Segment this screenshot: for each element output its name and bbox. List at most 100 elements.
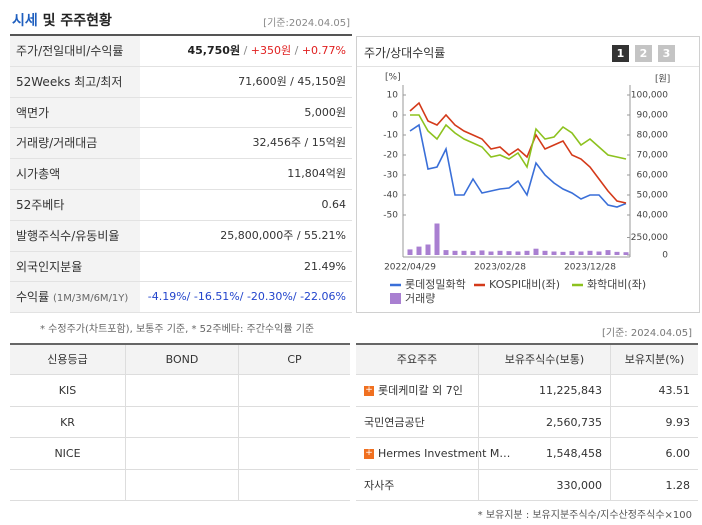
period-button[interactable]: 1 [612,45,629,62]
period-button[interactable]: 3 [658,45,675,62]
row-label: 52주베타 [16,190,64,221]
table-cell: 9.93 [610,406,698,438]
label-text: 수익률 [16,290,50,305]
table-cell: + 롯데케미칼 외 7인 [356,375,478,407]
title-accent: 시세 [12,13,38,29]
value-cell [140,221,352,252]
rule [10,34,352,36]
row-value: 11,804억원 [140,159,346,190]
cell-text: 1,548,458 [546,447,602,460]
separator: / [291,44,302,57]
row-label: 외국인지분율 [16,252,82,283]
expand-icon[interactable]: + [364,448,374,459]
label-cell [10,36,140,67]
value-text: 0.64 [321,198,347,211]
cell-text: 11,225,843 [539,384,602,397]
table-cell: 6.00 [610,438,698,470]
value-text: 11,804억원 [287,167,346,181]
table-cell [125,375,238,407]
table-top [10,343,350,345]
cell-text: 9.93 [665,415,691,429]
table-top [356,343,698,345]
row-label: 거래량/거래대금 [16,128,97,159]
table-cell: 330,000 [478,469,610,501]
row-value: 32,456주 / 15억원 [140,128,346,159]
row-value: 21.49% [140,252,346,283]
value-part: 45,750원 [187,44,241,57]
label-cell [10,251,140,283]
cell-text: 자사주 [364,478,395,492]
table-cell: 1.28 [610,469,698,501]
value-cell [140,98,352,129]
header-cell: 보유주식수(보통) [478,345,610,375]
value-cell [140,67,352,98]
table-cell [238,375,350,407]
table-cell: KR [10,407,125,438]
table-cell [125,406,238,438]
value-text: 71,600원 / 45,150원 [238,74,346,88]
table-cell: 43.51 [610,375,698,407]
row-value: 71,600원 / 45,150원 [140,67,346,98]
row-label: 발행주식수/유동비율 [16,221,119,252]
footnote: * 수정주가(차트포함), 보통주 기준, * 52주베타: 주간수익률 기준 [40,324,315,335]
value-cell [140,159,352,190]
period-button[interactable]: 2 [635,45,652,62]
label-cell [10,220,140,252]
row-value: 25,800,000주 / 55.21% [140,221,346,252]
label-text: 주가/전일대비/수익률 [16,44,124,58]
label-text: 외국인지분율 [16,259,83,274]
cell-text: 43.51 [658,384,691,397]
value-cell [140,36,352,67]
row-value: 0.64 [140,190,347,221]
chart-box [356,36,700,313]
row-label: 52Weeks 최고/최저 [16,67,122,98]
label-text: 거래량/거래대금 [16,136,98,151]
section-title: 시세 및 주주현황 [12,10,112,30]
row-value: 5,000원 [140,98,346,129]
label-cell [10,159,140,190]
row-label: 시가총액 [16,159,60,190]
label-text: 52주베타 [16,198,65,212]
cell-text: KR [60,415,75,429]
cell-text: 국민연금공단 [364,415,425,429]
table-cell [238,469,350,501]
label-text: 액면가 [16,105,50,120]
label-cell [10,97,140,129]
cell-text: KIS [58,384,77,397]
separator: / [240,44,251,57]
chart-head-rule [357,66,699,67]
label-cell [10,282,140,314]
value-cell [140,190,352,221]
value-part: +0.77% [301,44,346,57]
row-value: 45,750원 / +350원 / +0.77% [140,36,347,67]
cell-text: 330,000 [556,478,603,492]
header-cell: CP [238,345,350,375]
table-cell [238,406,350,438]
label-cell [10,66,140,98]
cell-text: 롯데케미칼 외 7인 [378,384,463,397]
table-cell: 11,225,843 [478,375,610,407]
cell-text: NICE [54,447,81,460]
table-cell: KIS [10,375,125,407]
row-label: 액면가 [16,98,49,129]
header-cell: 보유지분(%) [610,345,698,375]
row-value: -4.19%/ -16.51%/ -20.30%/ -22.06% [140,282,346,313]
value-cell [140,128,352,160]
cell-text: Hermes Investment M… [378,447,511,460]
table-cell [125,438,238,470]
value-cell [140,282,352,314]
base-date: [기준:2024.04.05] [263,18,350,29]
value-part: +350원 [250,44,292,57]
value-text: 21.49% [304,259,346,273]
expand-icon[interactable]: + [364,385,374,396]
value-text: 25,800,000주 / 55.21% [220,228,346,242]
chart-date: [기준: 2024.04.05] [601,328,692,339]
label-sub: (1M/3M/6M/1Y) [52,293,129,305]
footnote: * 보유지분 : 보유지분주식수/지수산정주식수×100 [477,510,692,521]
table-cell: + Hermes Investment M… [356,438,510,470]
value-text: -4.19%/ -16.51%/ -20.30%/ -22.06% [147,290,346,304]
table-cell [125,469,238,501]
header-cell: BOND [125,345,238,375]
cell-text: 6.00 [665,447,691,460]
